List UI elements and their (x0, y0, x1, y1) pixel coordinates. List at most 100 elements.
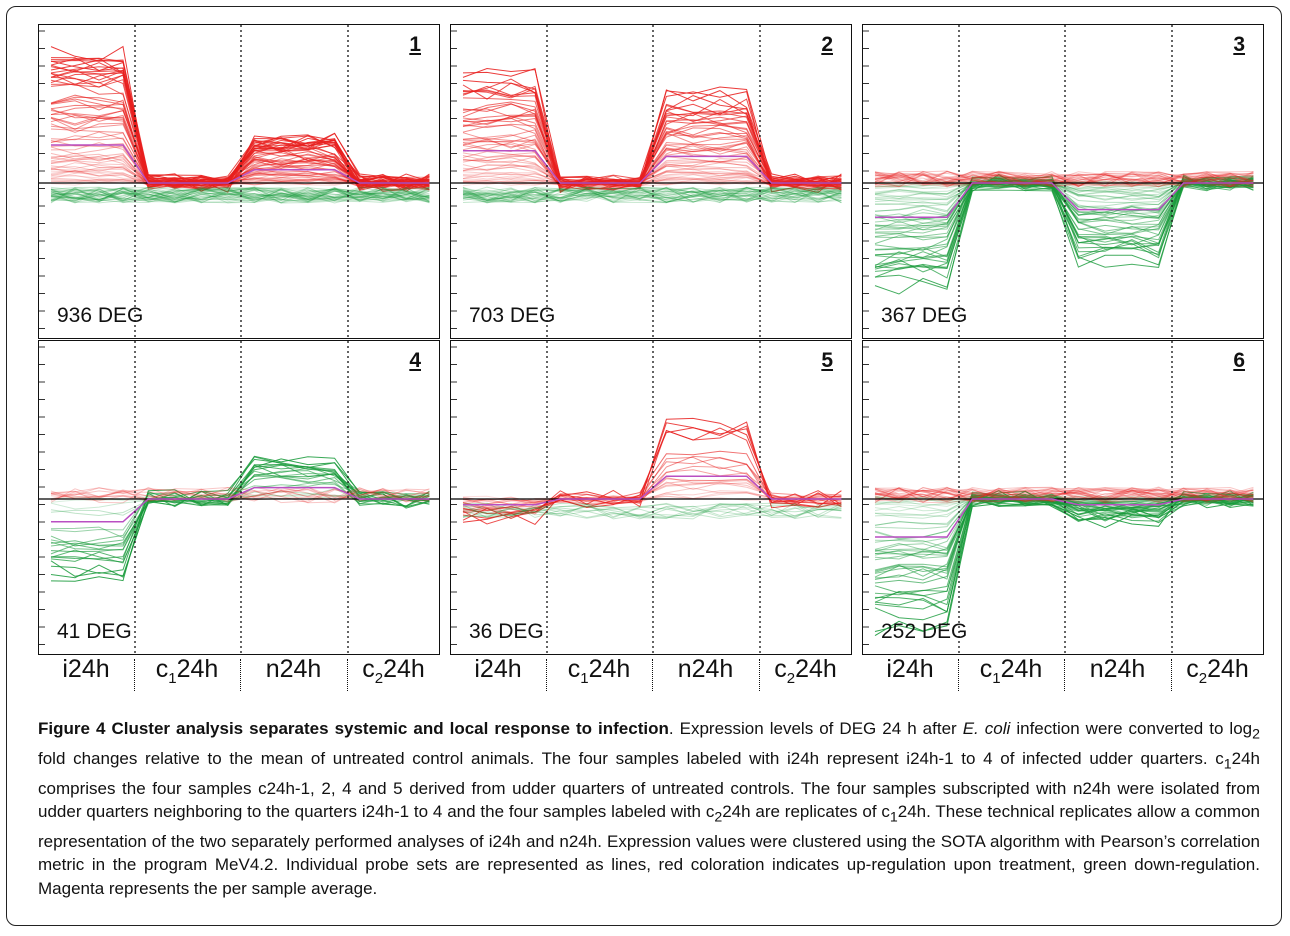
probe-set-line (50, 115, 430, 186)
probe-set-line (50, 106, 430, 188)
probe-set-line (50, 187, 430, 203)
probe-set-line (50, 186, 430, 203)
probe-set-line (874, 170, 1254, 187)
x-label-subscript: 2 (786, 670, 796, 687)
probe-set-line (874, 177, 1254, 227)
probe-set-line (462, 507, 842, 518)
probe-set-line (50, 165, 430, 184)
x-label-subscript: 1 (168, 670, 177, 687)
x-axis-label: i24h (860, 655, 960, 687)
probe-set-line (50, 186, 430, 204)
x-label-tail: 24h (588, 655, 631, 683)
probe-set-line (462, 504, 842, 520)
x-axis-separator (759, 659, 760, 691)
probe-set-line (462, 502, 842, 519)
probe-set-line (50, 463, 430, 553)
probe-set-line (50, 187, 430, 204)
probe-set-line (50, 167, 430, 187)
x-axis-label: c124h (961, 655, 1061, 687)
cluster-panel-1: 1 936 DEG (38, 24, 440, 339)
probe-set-line (50, 186, 430, 204)
probe-set-line (874, 487, 1254, 503)
x-axis-label: c124h (137, 655, 237, 687)
probe-set-line (50, 187, 430, 203)
average-line (51, 486, 430, 523)
probe-set-line (462, 150, 842, 187)
cluster-panel-3: 3 367 DEG (862, 24, 1264, 339)
caption-sub-c1-b: 1 (889, 809, 898, 826)
cluster-panel-6: 6 252 DEG (862, 340, 1264, 655)
probe-set-line (874, 493, 1254, 580)
x-axis-separator (347, 659, 348, 691)
probe-set-line (50, 186, 430, 204)
probe-set-line (50, 188, 430, 203)
probe-set-line (462, 187, 842, 204)
x-label-base: i24h (62, 655, 110, 683)
probe-set-line (50, 188, 430, 203)
probe-set-line (462, 455, 842, 513)
x-axis-separator (652, 659, 653, 691)
x-label-base: i24h (474, 655, 522, 683)
x-label-tail: 24h (1207, 655, 1249, 683)
probe-set-line (462, 186, 842, 204)
probe-set-line (50, 186, 430, 202)
probe-set-line (462, 187, 842, 203)
x-label-subscript: 1 (992, 670, 1001, 687)
x-label-base: n24h (677, 655, 734, 683)
probe-set-line (462, 186, 842, 203)
probe-set-line (50, 187, 430, 204)
probe-set-line (874, 171, 1254, 187)
panel-number: 4 (409, 349, 421, 372)
caption-sub-c1: 1 (1223, 756, 1232, 773)
probe-set-line (874, 170, 1254, 188)
caption-italic-species: E. coli (962, 719, 1011, 738)
x-axis-separator (546, 659, 547, 691)
probe-set-line (462, 188, 842, 203)
probe-set-line (874, 487, 1254, 501)
probe-set-line (874, 486, 1254, 504)
probe-set-line (462, 186, 842, 204)
probe-set-line (874, 495, 1254, 581)
probe-set-line (50, 486, 430, 504)
probe-set-line (51, 464, 430, 563)
caption-sub-log: 2 (1252, 726, 1260, 743)
probe-set-line (874, 171, 1254, 187)
probe-set-line (874, 487, 1254, 502)
cluster-panel-4: 4 41 DEG (38, 340, 440, 655)
probe-set-line (50, 187, 430, 204)
probe-set-line (462, 456, 842, 514)
probe-set-line (462, 186, 842, 202)
panel-deg-count: 936 DEG (57, 304, 144, 327)
probe-set-line (874, 181, 1254, 195)
probe-set-line (874, 487, 1254, 502)
probe-set-line (874, 486, 1254, 503)
panel-number: 5 (821, 349, 833, 372)
probe-set-line (50, 187, 430, 202)
x-axis-separator (1064, 659, 1065, 691)
caption-text-6: 24h. These technical replicates allow a … (38, 802, 1260, 898)
probe-set-line (50, 488, 430, 504)
panel-number: 6 (1233, 349, 1245, 372)
x-axis-label: n24h (656, 655, 756, 687)
probe-set-line (50, 456, 430, 574)
average-line (463, 149, 842, 184)
probe-set-line (874, 491, 1254, 584)
probe-set-line (50, 486, 430, 503)
probe-set-line (874, 173, 1254, 188)
cluster-panel-2: 2 703 DEG (450, 24, 852, 339)
probe-set-line (874, 488, 1254, 504)
probe-set-line (50, 188, 430, 203)
probe-set-line (50, 481, 430, 539)
cluster-plot-1 (39, 25, 439, 338)
x-axis-label: c224h (756, 655, 856, 687)
x-label-subscript: 2 (1198, 670, 1208, 687)
panel-number: 1 (409, 33, 421, 56)
panel-number: 2 (821, 33, 833, 56)
probe-set-line (50, 187, 430, 203)
x-axis-labels-col-3: i24h c124h n24h c224h (862, 655, 1264, 695)
probe-set-line (50, 79, 430, 184)
x-axis-label: c124h (549, 655, 649, 687)
probe-set-line (50, 186, 430, 202)
probe-set-line (874, 170, 1254, 187)
caption-sub-c2: 2 (714, 809, 723, 826)
